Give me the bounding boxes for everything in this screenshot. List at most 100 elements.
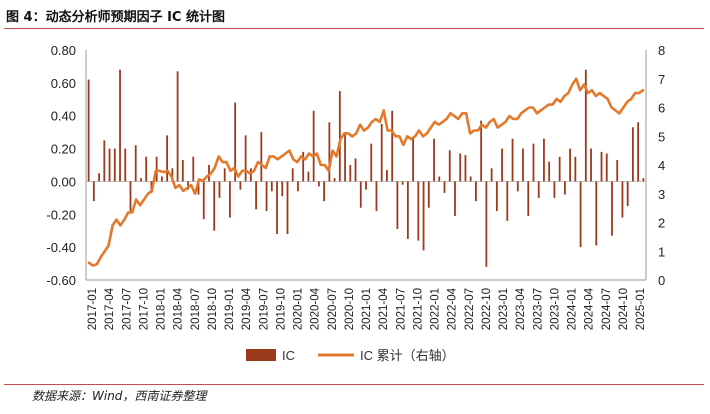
ic-bar xyxy=(579,181,582,248)
ic-bar xyxy=(255,181,257,210)
ic-bar xyxy=(328,122,331,182)
x-tick-label: 2020-10 xyxy=(344,288,356,330)
ic-bar xyxy=(438,176,441,182)
ic-bar xyxy=(537,181,540,198)
ic-bar xyxy=(563,181,566,195)
ic-bar xyxy=(548,161,551,182)
chart-svg: 0.80 0.60 0.40 0.20 0.00 -0.20 -0.40 -0.60 8 7 6 5 4… xyxy=(46,43,665,363)
ic-bar xyxy=(208,165,210,182)
ic-bar xyxy=(558,156,561,182)
ic-bar xyxy=(370,143,373,182)
ic-bar xyxy=(145,156,148,182)
ic-bar xyxy=(312,110,315,182)
ic-bar xyxy=(297,181,299,192)
x-tick-label: 2024-04 xyxy=(584,287,596,330)
x-tick-label: 2023-04 xyxy=(515,287,527,330)
y-left-tick-label: 0.40 xyxy=(51,109,76,124)
ic-bar xyxy=(506,181,509,221)
x-tick-label: 2018-07 xyxy=(190,288,202,330)
x-tick-label: 2018-01 xyxy=(156,288,168,330)
ic-bar xyxy=(532,143,535,182)
ic-bar xyxy=(464,155,467,182)
x-tick-label: 2019-07 xyxy=(258,288,270,330)
figure-title: 图 4：动态分析师预期因子 IC 统计图 xyxy=(6,10,226,25)
y-left-tick-label: -0.40 xyxy=(46,240,76,255)
ic-bar xyxy=(140,178,142,182)
x-tick-label: 2023-01 xyxy=(498,288,510,330)
ic-bar xyxy=(160,176,163,182)
ic-bar xyxy=(302,151,305,182)
ic-bar xyxy=(637,122,640,182)
ic-bar xyxy=(338,91,341,182)
legend-ic-label: IC xyxy=(282,348,295,363)
ic-bar xyxy=(187,181,189,190)
ic-bar xyxy=(475,181,477,202)
x-tick-label: 2017-01 xyxy=(87,288,99,330)
ic-bar xyxy=(595,181,598,246)
ic-bar xyxy=(103,140,106,182)
ic-bar xyxy=(616,160,619,182)
ic-bar xyxy=(375,181,378,211)
ic-bar xyxy=(171,168,174,182)
ic-bar xyxy=(124,148,127,182)
ic-bar xyxy=(276,181,278,234)
x-tick-label: 2023-07 xyxy=(532,288,544,330)
x-tick-label: 2024-07 xyxy=(601,288,613,330)
y-left-tick-label: 0.60 xyxy=(51,76,76,91)
ic-bar xyxy=(412,137,415,182)
ic-bar xyxy=(239,181,242,190)
ic-bar xyxy=(516,181,519,192)
ic-bar xyxy=(234,102,237,182)
ic-bar xyxy=(365,181,367,190)
ic-bar xyxy=(642,178,645,182)
ic-bar xyxy=(422,181,425,251)
ic-bar xyxy=(87,79,90,182)
ic-bar xyxy=(590,148,592,182)
ic-bar xyxy=(344,132,346,182)
ic-bar xyxy=(129,181,132,211)
ic-bar xyxy=(155,156,158,182)
x-tick-label: 2024-01 xyxy=(567,288,579,330)
ic-bar xyxy=(611,181,613,236)
ic-bar xyxy=(626,181,629,207)
ic-bar xyxy=(317,181,320,187)
x-tick-label: 2021-10 xyxy=(412,288,424,330)
ic-bar xyxy=(574,156,577,182)
ic-bar xyxy=(380,123,383,182)
ic-bar xyxy=(433,138,435,182)
x-tick-label: 2021-07 xyxy=(395,288,407,330)
ic-bar xyxy=(134,145,137,182)
x-tick-label: 2023-10 xyxy=(549,288,561,330)
x-tick-label: 2021-04 xyxy=(378,287,390,330)
ic-bar xyxy=(176,71,179,182)
ic-bar xyxy=(249,168,252,182)
ic-bar xyxy=(265,181,268,211)
ic-bar xyxy=(391,110,394,182)
legend-ic-swatch xyxy=(246,349,276,361)
ic-bar xyxy=(223,168,226,182)
ic-bar xyxy=(485,181,488,267)
ic-bar xyxy=(448,150,451,182)
ic-bar xyxy=(501,148,503,182)
x-tick-label: 2019-01 xyxy=(224,288,236,330)
ic-bar xyxy=(427,181,430,208)
ic-bar xyxy=(490,168,493,182)
ic-bar xyxy=(92,181,95,202)
y-right-tick-label: 7 xyxy=(658,72,665,87)
ic-bar xyxy=(495,181,498,211)
ic-bar xyxy=(354,158,357,182)
ic-bar xyxy=(286,181,289,234)
x-tick-label: 2022-01 xyxy=(430,288,442,330)
x-tick-label: 2017-04 xyxy=(104,287,116,330)
ic-bar xyxy=(527,181,530,216)
y-right-tick-label: 4 xyxy=(658,158,665,173)
ic-bar xyxy=(213,181,216,231)
ic-bar xyxy=(632,127,634,182)
ic-bar xyxy=(359,181,362,208)
ic-bar xyxy=(401,181,404,185)
ic-bar xyxy=(396,181,399,230)
ic-bar xyxy=(270,181,273,192)
ic-bar xyxy=(621,181,624,218)
ic-bar xyxy=(119,69,121,182)
ic-bar xyxy=(218,181,221,198)
